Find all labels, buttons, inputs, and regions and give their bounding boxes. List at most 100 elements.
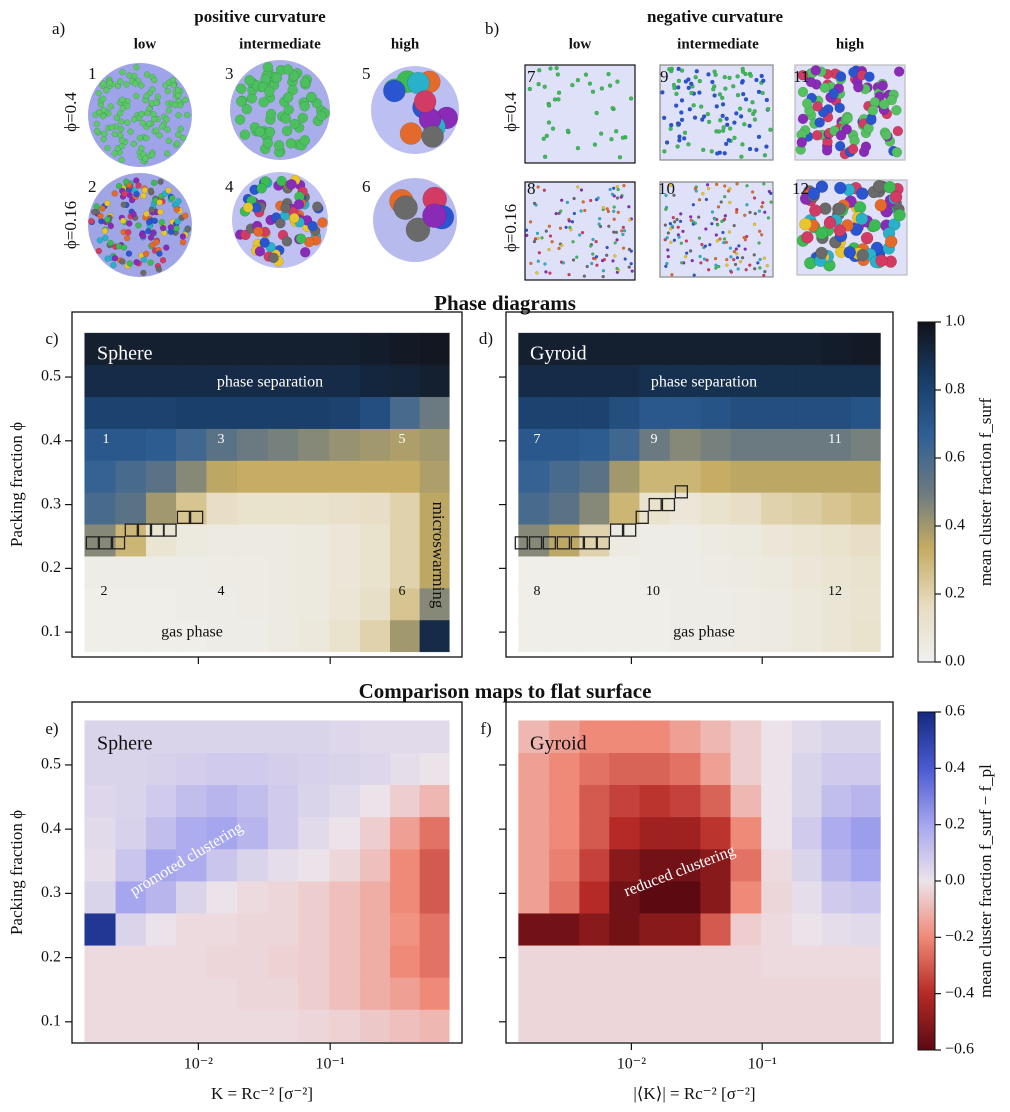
heatmap-cell [670,524,701,556]
particle [269,253,279,263]
heatmap-cell [176,785,206,817]
heatmap-cell [360,1010,390,1042]
particle [711,87,715,91]
particle [562,261,565,264]
particle [608,84,612,88]
particle [686,142,690,146]
particle [723,151,727,155]
particle [615,231,618,234]
particle [255,127,265,137]
heatmap-cell [207,333,238,365]
particle [848,144,858,154]
particle [598,217,601,220]
heatmap-cell [851,429,880,461]
particle [157,209,163,215]
heatmap-cell [146,461,176,493]
particle [739,114,743,118]
particle [614,129,618,133]
heatmap-cell [420,785,450,817]
particle [735,252,738,255]
particle [695,189,698,192]
particle [281,114,291,124]
heatmap-cell [390,849,420,881]
particle [768,128,772,132]
particle [559,227,562,230]
particle [714,73,718,77]
particle [543,189,546,192]
particle [890,191,902,203]
particle [732,258,735,261]
particle [570,83,574,87]
particle [117,78,123,84]
heatmap-cell [731,556,762,588]
heatmap-cell [420,913,450,945]
heatmap-cell [580,620,610,652]
particle [163,245,169,251]
particle [721,231,724,234]
particle [124,235,130,241]
heatmap-cell [822,620,851,652]
heatmap-cell [701,1010,731,1042]
heatmap-cell [580,397,610,429]
annotation: phase separation [217,374,323,391]
colorbar-tick-label: −0.2 [945,928,974,945]
heatmap-cell [761,881,792,913]
heatmap-cell [420,721,450,753]
panel-label: a) [52,19,65,38]
particle [834,182,846,194]
particle [97,237,103,243]
heatmap-cell [610,913,640,945]
heatmap-cell [329,849,360,881]
colorbar-label: mean cluster fraction f_surf [976,397,995,586]
heatmap-cell [670,785,701,817]
heatmap-cell [85,429,116,461]
heatmap-cell [116,620,146,652]
particle [525,229,528,232]
heatmap-cell [701,588,731,620]
heatmap-cell [792,945,822,977]
heatmap-cell [580,429,610,461]
particle [621,233,624,236]
heatmap-cell [329,620,360,652]
heatmap-cell [85,753,116,785]
heatmap-cell [731,524,762,556]
particle [741,67,745,71]
particle [582,200,585,203]
particle [703,258,706,261]
particle [720,220,723,223]
particle [123,81,129,87]
particle [551,240,554,243]
heatmap-cell [420,1010,450,1042]
heatmap-cell [640,492,670,524]
column-label: intermediate [677,36,759,52]
heatmap-cell [640,1010,670,1042]
heatmap-cell [420,461,450,493]
particle [714,264,717,267]
particle [674,92,678,96]
particle [91,209,97,215]
heatmap-cell [298,588,329,620]
heatmap-cell [390,881,420,913]
y-tick-label: 0.5 [41,756,61,773]
particle [124,120,130,126]
particle [148,188,154,194]
particle [125,229,131,235]
heatmap-cell [851,721,880,753]
particle [613,206,616,209]
particle [816,247,828,259]
heatmap-cell [237,881,268,913]
heatmap-cell [549,945,579,977]
particle [300,77,310,87]
heatmap-cell [360,588,390,620]
particle [151,77,157,83]
particle [159,124,165,130]
particle [94,204,100,210]
heatmap-cell [670,461,701,493]
particle [664,208,667,211]
particle [535,271,538,274]
y-tick-label: 0.1 [41,1012,61,1029]
illustration-number: 2 [88,177,97,196]
heatmap-cell [116,461,146,493]
heatmap-cell [237,753,268,785]
y-tick-label: 0.2 [41,559,61,576]
